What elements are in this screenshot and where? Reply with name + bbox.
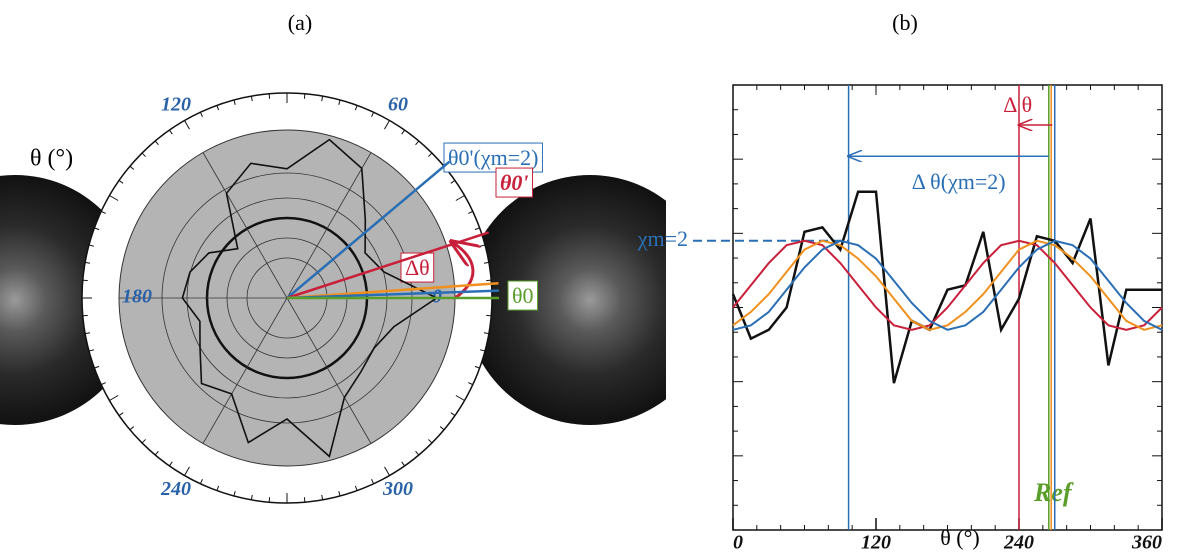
speaker-left: [0, 175, 110, 425]
angle-minor-tick: [118, 180, 124, 184]
angle-minor-tick: [384, 120, 390, 130]
speaker-right: [466, 175, 666, 425]
ray-label: θ0: [512, 283, 534, 308]
angle-tick-label: 60: [388, 93, 408, 115]
angle-label: θ (°): [30, 146, 73, 172]
arrow-label: Δ θ: [1003, 92, 1032, 117]
label-box: [507, 280, 539, 311]
angle-minor-tick: [415, 140, 420, 146]
angle-minor-tick: [199, 479, 203, 485]
angle-minor-tick: [85, 332, 91, 335]
angle-minor-tick: [233, 491, 236, 497]
angle-minor-tick: [321, 96, 324, 102]
angle-minor-tick: [109, 395, 119, 401]
angle-ray: [286, 160, 451, 299]
x-axis-label: θ (°): [940, 525, 980, 550]
level-label: χm=2: [637, 226, 688, 251]
angle-minor-tick: [483, 332, 489, 335]
angle-minor-tick: [88, 244, 94, 247]
angle-minor-tick: [216, 105, 220, 111]
angle-minor-tick: [184, 120, 190, 130]
angle-minor-tick: [233, 99, 236, 105]
angle-tick-label: 0: [432, 286, 442, 308]
angle-minor-tick: [468, 210, 474, 214]
angle-minor-tick: [450, 180, 456, 184]
angle-minor-tick: [401, 461, 405, 467]
angle-minor-tick: [439, 426, 445, 431]
arrow-label: Δ θ(χm=2): [912, 169, 1006, 194]
angle-minor-tick: [474, 227, 480, 231]
angle-minor-tick: [129, 426, 135, 431]
angle-minor-tick: [428, 439, 433, 444]
angle-minor-tick: [100, 382, 106, 386]
angle-minor-tick: [455, 195, 465, 201]
angle-tick-label: 240: [160, 478, 191, 500]
ray-label: θ0': [500, 170, 529, 195]
angle-minor-tick: [154, 450, 159, 456]
angle-grid-line: [286, 297, 372, 444]
series-line: [731, 190, 1162, 384]
x-tick-label: 120: [861, 532, 891, 554]
angle-minor-tick: [184, 466, 190, 476]
panel-title: (a): [288, 10, 312, 35]
panel-title: (b): [892, 10, 918, 35]
angle-minor-tick: [354, 485, 358, 491]
angle-minor-tick: [85, 261, 91, 264]
angle-minor-tick: [455, 395, 465, 401]
angle-minor-tick: [474, 365, 480, 369]
angle-minor-tick: [94, 227, 100, 231]
angle-minor-tick: [338, 491, 341, 497]
angle-tick-label: 180: [122, 286, 152, 308]
series-line: [732, 239, 1163, 331]
angle-minor-tick: [169, 461, 173, 467]
angle-minor-tick: [321, 494, 324, 500]
angle-tick-label: 300: [382, 478, 413, 500]
angle-grid-line: [286, 152, 372, 299]
ref-label: Ref: [1033, 478, 1074, 507]
angle-minor-tick: [129, 165, 135, 170]
angle-minor-tick: [88, 349, 94, 352]
angle-minor-tick: [250, 494, 253, 500]
angle-minor-tick: [199, 111, 203, 117]
angle-minor-tick: [480, 349, 486, 352]
angle-minor-tick: [250, 96, 253, 102]
angle-minor-tick: [371, 479, 375, 485]
angle-grid-line: [202, 152, 288, 299]
angle-tick-label: 120: [161, 93, 191, 115]
angle-minor-tick: [480, 244, 486, 247]
angle-minor-tick: [401, 129, 405, 135]
series-line: [732, 239, 1163, 331]
ray-label: θ0'(χm=2): [448, 145, 538, 170]
angle-minor-tick: [169, 129, 173, 135]
panel-a: (a) θ (°) θ0'(χm=2) θ0' Δθ θ0 0601201802…: [0, 10, 666, 504]
angle-minor-tick: [371, 111, 375, 117]
angle-grid-line: [202, 297, 288, 444]
angle-minor-tick: [216, 485, 220, 491]
angle-minor-tick: [154, 140, 159, 146]
angle-minor-tick: [100, 210, 106, 214]
angle-minor-tick: [468, 382, 474, 386]
panel-b: (b) θ (°) Ref 0 120 240 360 χm=2 Δ θ(χm=2) Δ θ: [637, 10, 1163, 554]
angle-minor-tick: [384, 466, 390, 476]
angle-minor-tick: [141, 439, 146, 444]
angle-ray: [286, 231, 490, 300]
label-box: [495, 167, 534, 198]
x-tick-label: 240: [1003, 532, 1034, 554]
x-tick-label: 360: [1131, 532, 1162, 554]
angle-minor-tick: [118, 412, 124, 416]
angle-minor-tick: [483, 261, 489, 264]
label-box: [443, 142, 543, 173]
angle-minor-tick: [415, 450, 420, 456]
series-line: [732, 239, 1163, 331]
angle-minor-tick: [354, 105, 358, 111]
angle-minor-tick: [141, 152, 146, 157]
angle-minor-tick: [338, 99, 341, 105]
angle-minor-tick: [94, 365, 100, 369]
angle-minor-tick: [428, 152, 433, 157]
angle-minor-tick: [109, 195, 119, 201]
polar-curve: [181, 138, 439, 458]
angle-minor-tick: [450, 412, 456, 416]
x-tick-label: 0: [733, 532, 743, 554]
